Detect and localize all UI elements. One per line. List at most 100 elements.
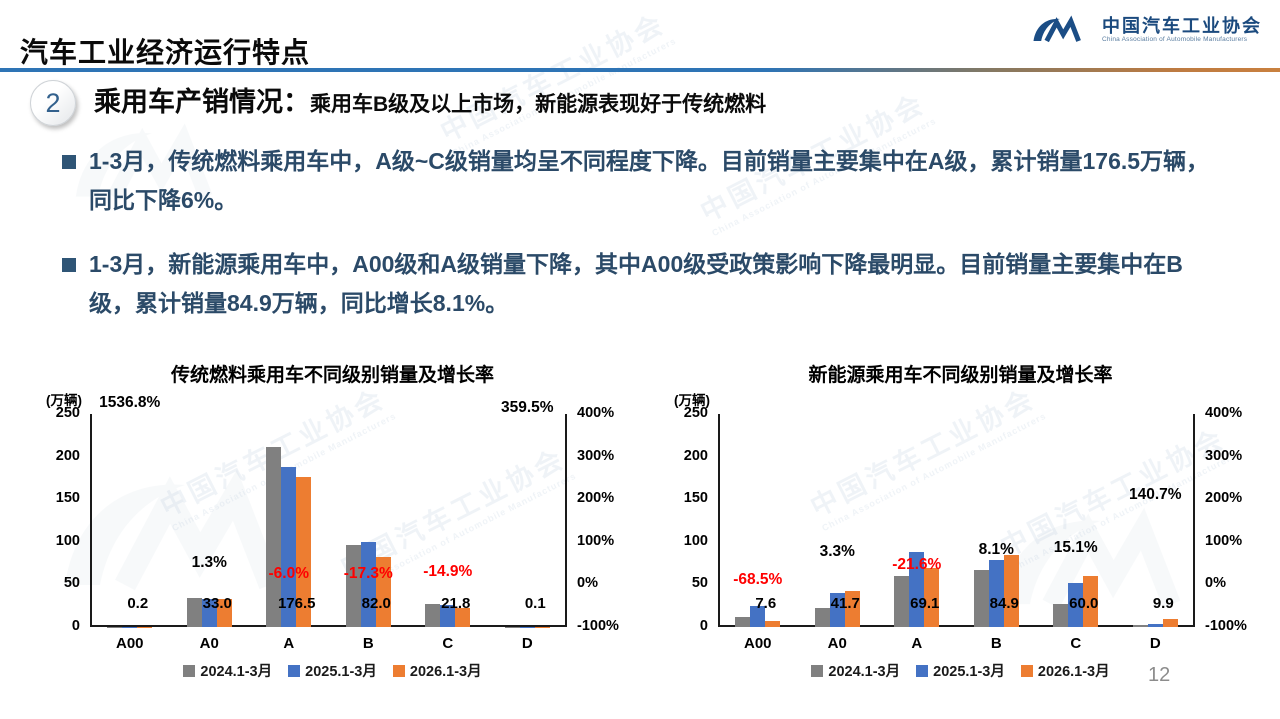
plot-area [90,414,567,627]
bar-2026.1-3月-B [375,557,391,627]
header-divider [0,68,1280,72]
x-axis-label: C [1070,635,1082,652]
growth-rate-label: -14.9% [423,562,473,580]
bar-value-label: 60.0 [1069,595,1099,612]
legend-item: 2026.1-3月 [1020,660,1110,681]
bar-2025.1-3月-A0 [829,592,845,627]
legend-item: 2025.1-3月 [916,660,1005,681]
bar-value-label: 69.1 [910,595,940,612]
y-axis-tick-left: 250 [55,405,80,421]
y-axis-tick-right: 0% [1205,575,1226,592]
growth-rate-label: 15.1% [1053,539,1098,557]
bar-2024.1-3月-A0 [814,608,830,627]
y-axis-tick-right: 100% [577,532,615,549]
section-number-badge: 2 [30,80,76,126]
page-number: 12 [1148,664,1171,686]
bar-value-label: 21.8 [441,595,471,612]
bullet-item: 1-3月，传统燃料乘用车中，A级~C级销量均呈不同程度下降。目前销量主要集中在A… [62,142,1227,219]
bar-2026.1-3月-A [924,568,940,627]
bar-value-label: 7.6 [755,595,777,612]
legend-swatch [183,664,196,677]
y-axis-tick-right: 400% [577,405,615,421]
bar-2026.1-3月-A [296,476,312,627]
bar-value-label: 9.9 [1152,595,1174,612]
bar-2025.1-3月-C [1068,582,1084,627]
x-axis-label: A [283,635,295,652]
y-axis-tick-right: 100% [1205,532,1243,549]
y-axis-unit-label: (万辆) [46,393,82,408]
y-axis-tick-left: 100 [55,532,80,549]
growth-rate-label: 140.7% [1128,485,1182,503]
bar-value-label: 33.0 [202,595,232,612]
bullet-text: 1-3月，新能源乘用车中，A00级和A级销量下降，其中A00级受政策影响下降最明… [89,251,1183,316]
bar-2024.1-3月-A [894,575,910,627]
logo-name-en: China Association of Automobile Manufact… [1102,36,1248,44]
chart-traditional-fuel: 传统燃料乘用车不同级别销量及增长率 (万辆) 250 200 150 100 50 0 400%… [40,358,625,710]
x-axis-label: A0 [827,635,847,652]
bar-2026.1-3月-D [1162,618,1178,627]
y-axis-unit-label: (万辆) [674,393,710,408]
bar-2026.1-3月-C [455,608,471,627]
bar-2024.1-3月-A00 [735,616,751,627]
y-axis-tick-left: 100 [683,532,708,549]
bar-2025.1-3月-A [281,466,297,627]
bar-2024.1-3月-B [345,545,361,627]
bar-2024.1-3月-D [1132,624,1148,627]
section-subtitle: 乘用车B级及以上市场，新能源表现好于传统燃料 [310,93,767,116]
section-title: 乘用车产销情况： [94,87,310,117]
growth-rate-label: -17.3% [343,564,393,582]
x-axis-label: D [521,635,533,652]
x-axis-label: A00 [743,635,772,652]
bullet-list: 1-3月，传统燃料乘用车中，A级~C级销量均呈不同程度下降。目前销量主要集中在A… [62,142,1227,349]
growth-rate-label: 8.1% [978,541,1014,559]
x-axis-label: C [442,635,454,652]
bullet-item: 1-3月，新能源乘用车中，A00级和A级销量下降，其中A00级受政策影响下降最明… [62,245,1227,322]
legend-item: 2024.1-3月 [183,660,272,681]
y-axis-tick-right: -100% [1205,618,1247,634]
bar-2025.1-3月-C [440,605,456,627]
chart-legend: 2024.1-3月 2025.1-3月 2026.1-3月 [668,660,1253,681]
legend-item: 2026.1-3月 [392,660,482,681]
x-axis-label: D [1149,635,1161,652]
bar-2025.1-3月-B [988,560,1004,627]
x-axis-label: B [990,635,1002,652]
logo-name-cn: 中国汽车工业协会 [1102,15,1262,36]
chart-title: 新能源乘用车不同级别销量及增长率 [808,365,1113,386]
y-axis-tick-right: 200% [1205,490,1243,507]
plot-area [718,414,1195,627]
legend-swatch [916,664,929,677]
bar-2025.1-3月-A [909,551,925,627]
association-logo: 中国汽车工业协会 China Association of Automobile… [1028,10,1262,50]
legend-label: 2025.1-3月 [305,664,377,680]
bar-value-label: 0.2 [127,595,149,612]
bullet-square-icon [62,258,76,273]
cam-logo-icon [1033,15,1081,43]
bar-2024.1-3月-C [1053,603,1069,627]
bar-2026.1-3月-A00 [765,620,781,627]
y-axis-tick-left: 0 [71,618,80,634]
bar-value-label: 84.9 [989,595,1019,612]
y-axis-tick-right: -100% [577,618,619,634]
y-axis-tick-right: 200% [577,490,615,507]
bar-2024.1-3月-B [973,569,989,627]
legend-swatch [392,664,405,677]
y-axis-tick-left: 150 [55,490,80,507]
bar-2026.1-3月-B [1003,554,1019,627]
bar-value-label: 176.5 [277,595,316,612]
legend-label: 2026.1-3月 [409,664,482,680]
legend-item: 2025.1-3月 [288,660,377,681]
legend-label: 2025.1-3月 [933,664,1005,680]
growth-rate-label: -68.5% [733,571,783,589]
legend-swatch [288,664,301,677]
bar-2026.1-3月-C [1083,575,1099,627]
x-axis-label: A0 [199,635,219,652]
bar-value-label: 0.1 [524,595,546,612]
y-axis-tick-left: 200 [55,447,80,464]
chart-legend: 2024.1-3月 2025.1-3月 2026.1-3月 [40,660,625,681]
legend-label: 2024.1-3月 [200,664,273,680]
bullet-text: 1-3月，传统燃料乘用车中，A级~C级销量均呈不同程度下降。目前销量主要集中在A… [89,148,1210,213]
legend-label: 2026.1-3月 [1037,664,1110,680]
growth-rate-label: 1536.8% [99,394,161,412]
y-axis-tick-right: 400% [1205,405,1243,421]
page-title: 汽车工业经济运行特点 [20,36,311,68]
